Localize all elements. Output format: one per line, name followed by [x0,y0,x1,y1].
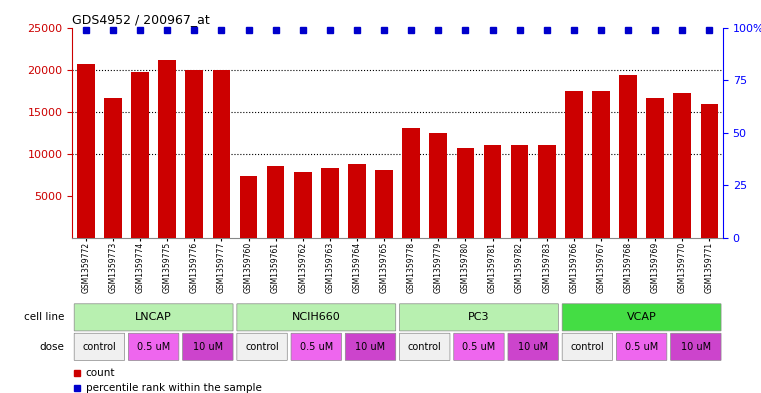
Bar [77,64,94,238]
FancyBboxPatch shape [616,333,667,360]
Text: 0.5 uM: 0.5 uM [137,342,170,352]
Bar [104,98,122,238]
FancyBboxPatch shape [562,333,613,360]
Bar [294,172,311,238]
Bar [403,129,420,238]
Text: 0.5 uM: 0.5 uM [625,342,658,352]
Text: percentile rank within the sample: percentile rank within the sample [85,383,262,393]
Bar [457,148,474,238]
Bar [619,75,637,238]
Text: count: count [85,368,115,378]
Text: 10 uM: 10 uM [355,342,386,352]
Text: NCIH660: NCIH660 [292,312,341,322]
Bar [375,171,393,238]
FancyBboxPatch shape [183,333,233,360]
Text: VCAP: VCAP [627,312,657,322]
FancyBboxPatch shape [400,333,450,360]
Text: control: control [82,342,116,352]
FancyBboxPatch shape [508,333,559,360]
FancyBboxPatch shape [345,333,396,360]
Bar [511,145,528,238]
Text: dose: dose [40,342,64,352]
FancyBboxPatch shape [129,333,179,360]
FancyBboxPatch shape [400,304,559,331]
Bar [538,145,556,238]
Bar [592,90,610,238]
Text: 10 uM: 10 uM [681,342,711,352]
FancyBboxPatch shape [74,304,233,331]
FancyBboxPatch shape [562,304,721,331]
Text: PC3: PC3 [468,312,490,322]
Bar [131,72,149,238]
Text: control: control [571,342,604,352]
FancyBboxPatch shape [237,304,396,331]
FancyBboxPatch shape [291,333,342,360]
Bar [348,164,366,238]
Text: control: control [245,342,279,352]
Text: LNCAP: LNCAP [135,312,172,322]
FancyBboxPatch shape [74,333,125,360]
Text: 0.5 uM: 0.5 uM [463,342,495,352]
FancyBboxPatch shape [454,333,505,360]
Text: GDS4952 / 200967_at: GDS4952 / 200967_at [72,13,210,26]
Bar [701,104,718,238]
FancyBboxPatch shape [670,333,721,360]
Bar [484,145,501,238]
FancyBboxPatch shape [237,333,288,360]
Bar [186,70,203,238]
Bar [565,90,583,238]
Text: 10 uM: 10 uM [193,342,223,352]
Text: cell line: cell line [24,312,64,322]
Bar [267,166,285,238]
Bar [646,98,664,238]
Bar [321,168,339,238]
Bar [158,60,176,238]
Text: control: control [408,342,441,352]
Bar [429,132,447,238]
Bar [673,93,691,238]
Text: 0.5 uM: 0.5 uM [300,342,333,352]
Bar [240,176,257,238]
Text: 10 uM: 10 uM [518,342,548,352]
Bar [212,70,231,238]
